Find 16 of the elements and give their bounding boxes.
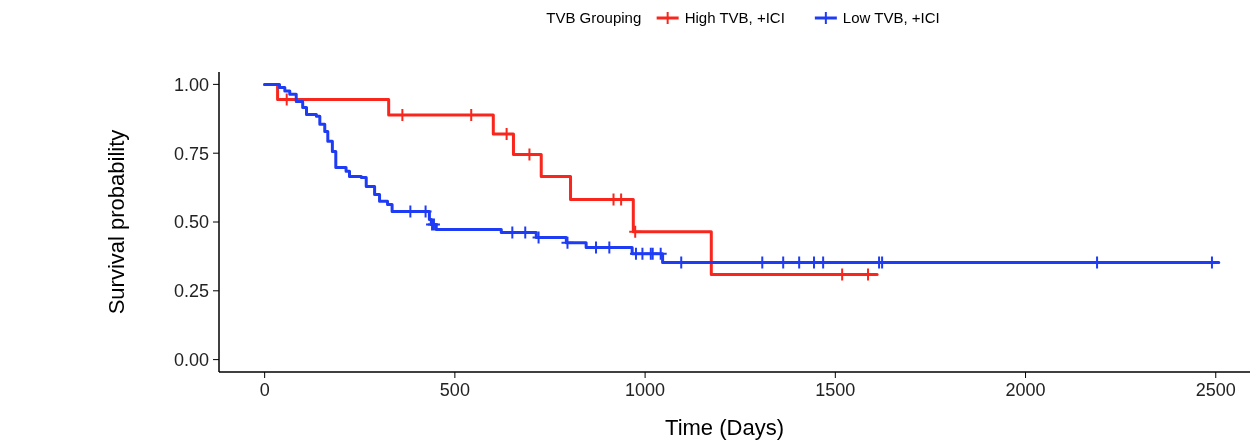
x-tick-label: 1000 xyxy=(625,380,666,400)
y-tick-label: 1.00 xyxy=(173,74,209,95)
y-tick-label: 0.00 xyxy=(173,349,209,370)
y-axis-title: Survival probability xyxy=(104,129,129,315)
y-tick-label: 0.50 xyxy=(173,212,209,233)
x-tick-label: 500 xyxy=(439,380,470,400)
y-tick-label: 0.25 xyxy=(173,281,209,302)
x-tick-label: 0 xyxy=(259,380,270,400)
legend-title: TVB Grouping xyxy=(546,9,642,27)
x-tick-label: 2000 xyxy=(1005,380,1046,400)
legend-label: High TVB, +ICI xyxy=(684,9,785,27)
legend-label: Low TVB, +ICI xyxy=(842,9,940,27)
y-tick-label: 0.75 xyxy=(173,143,209,164)
x-axis-title: Time (Days) xyxy=(665,415,784,440)
x-tick-label: 1500 xyxy=(815,380,856,400)
x-tick-label: 2500 xyxy=(1195,380,1236,400)
